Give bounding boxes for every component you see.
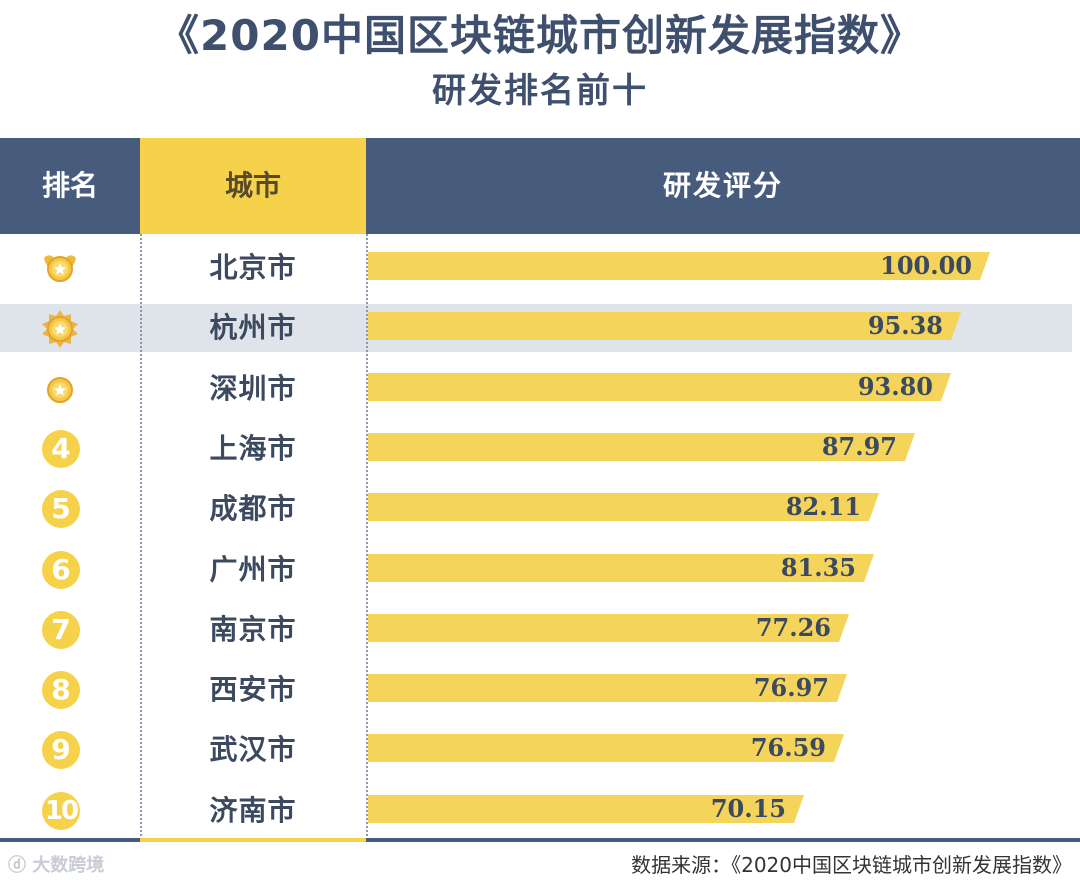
table-row: 北京市: [0, 244, 1080, 292]
city-name: 南京市: [209, 613, 297, 646]
score-bar: [368, 312, 961, 340]
city-name: 济南市: [209, 794, 297, 827]
score-value-label: 87.97: [821, 432, 897, 461]
chart-subtitle: 研发排名前十: [432, 71, 648, 111]
score-value-label: 76.59: [750, 733, 826, 762]
table-row: 4 上海市: [0, 425, 1080, 473]
score-value-label: 76.97: [753, 673, 829, 702]
chart-title: 《2020中国区块链城市创新发展指数》: [157, 11, 923, 60]
city-name: 杭州市: [209, 311, 297, 344]
score-value-label: 70.15: [710, 794, 786, 823]
table-row: 7 南京市: [0, 606, 1080, 654]
city-name: 西安市: [209, 673, 297, 706]
score-value-label: 77.26: [755, 613, 831, 642]
table-row: 8 西安市: [0, 666, 1080, 714]
rank-number-badge: 7: [42, 611, 80, 649]
score-bar: [368, 493, 879, 521]
score-bar: [368, 674, 847, 702]
score-bar: [368, 795, 804, 823]
score-bar: [368, 373, 951, 401]
bottom-rule-accent: [140, 838, 366, 842]
rank-number-badge: 9: [42, 731, 80, 769]
data-source-note: 数据来源：《2020中国区块链城市创新发展指数》: [631, 853, 1072, 877]
brand-watermark: ⓓ 大数跨境: [8, 852, 104, 880]
score-value-label: 95.38: [867, 311, 943, 340]
score-value-label: 93.80: [857, 372, 933, 401]
score-value-label: 100.00: [880, 251, 972, 280]
column-header-rank: 排名: [41, 169, 98, 202]
city-name: 上海市: [209, 432, 297, 465]
score-value-label: 81.35: [780, 553, 856, 582]
score-bar: [368, 554, 874, 582]
brand-name: 大数跨境: [32, 855, 105, 876]
bottom-rule: [0, 838, 1080, 842]
brand-logo-icon: ⓓ: [8, 855, 33, 876]
city-name: 广州市: [209, 553, 297, 586]
table-row: 9 武汉市: [0, 726, 1080, 774]
rank-number-badge: 4: [42, 430, 80, 468]
rank-number-badge: 5: [42, 490, 80, 528]
gold-medal-icon: [40, 248, 80, 288]
score-bar: [368, 252, 990, 280]
city-name: 北京市: [209, 251, 297, 284]
score-value-label: 82.11: [785, 492, 861, 521]
rank-number-badge: 10: [42, 792, 80, 830]
rank-number-badge: 6: [42, 551, 80, 589]
column-divider-right: [366, 234, 368, 840]
silver-medal-icon: [40, 308, 80, 348]
column-header-score: 研发评分: [662, 169, 783, 202]
city-name: 深圳市: [209, 372, 297, 405]
column-divider-left: [140, 234, 142, 840]
rank-number-badge: 8: [42, 671, 80, 709]
score-bar: [368, 433, 915, 461]
table-header: 排名 城市 研发评分: [0, 138, 1080, 234]
table-row: 5 成都市: [0, 485, 1080, 533]
city-name: 成都市: [209, 492, 297, 525]
table-row: 6 广州市: [0, 546, 1080, 594]
score-bar: [368, 614, 849, 642]
score-bar: [368, 734, 844, 762]
table-row: 10 济南市: [0, 787, 1080, 835]
table-row: 深圳市: [0, 365, 1080, 413]
city-name: 武汉市: [209, 733, 297, 766]
column-header-city: 城市: [140, 138, 366, 234]
bronze-medal-icon: [40, 369, 80, 409]
